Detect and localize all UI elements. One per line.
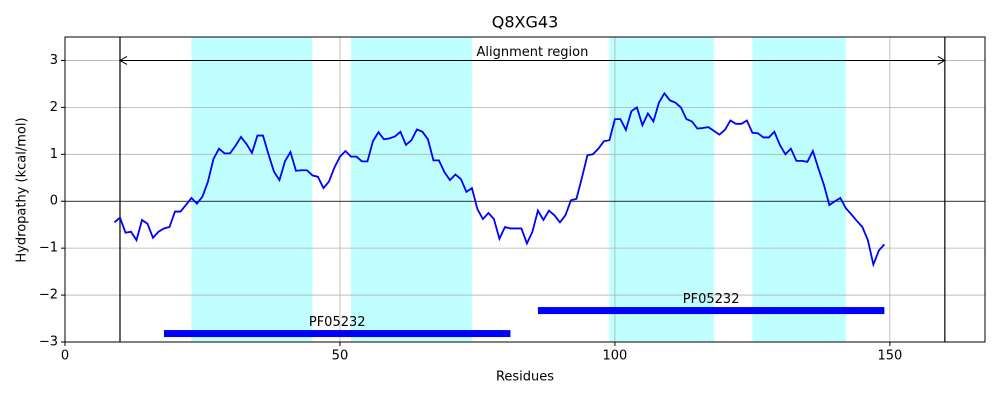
- y-tick-label: −1: [39, 241, 58, 256]
- x-tick-label: 0: [61, 349, 69, 364]
- y-tick-label: 2: [50, 100, 58, 115]
- arrow-head: [118, 56, 946, 65]
- highlight-region: [609, 37, 714, 342]
- highlight-region: [350, 37, 472, 342]
- y-tick-label: −3: [39, 335, 58, 350]
- y-tick-label: 1: [50, 147, 58, 162]
- chart-title: Q8XG43: [492, 13, 559, 32]
- y-tick-label: 3: [50, 53, 58, 68]
- highlight-region: [752, 37, 846, 342]
- y-tick-label: −2: [39, 288, 58, 303]
- x-tick-label: 150: [877, 349, 902, 364]
- plot-frame: [64, 36, 986, 343]
- domain-label: PF05232: [309, 315, 366, 330]
- domain-label: PF05232: [683, 292, 740, 307]
- alignment-label: Alignment region: [476, 45, 588, 60]
- hydropathy-line: [113, 91, 886, 268]
- domain-bar: [537, 307, 885, 315]
- x-axis-label: Residues: [496, 370, 554, 385]
- y-tick-label: 0: [50, 194, 58, 209]
- domain-bar: [163, 330, 511, 338]
- y-axis-label: Hydropathy (kcal/mol): [15, 117, 30, 262]
- highlight-region: [191, 37, 313, 342]
- x-tick-label: 100: [602, 349, 627, 364]
- x-tick-label: 50: [332, 349, 349, 364]
